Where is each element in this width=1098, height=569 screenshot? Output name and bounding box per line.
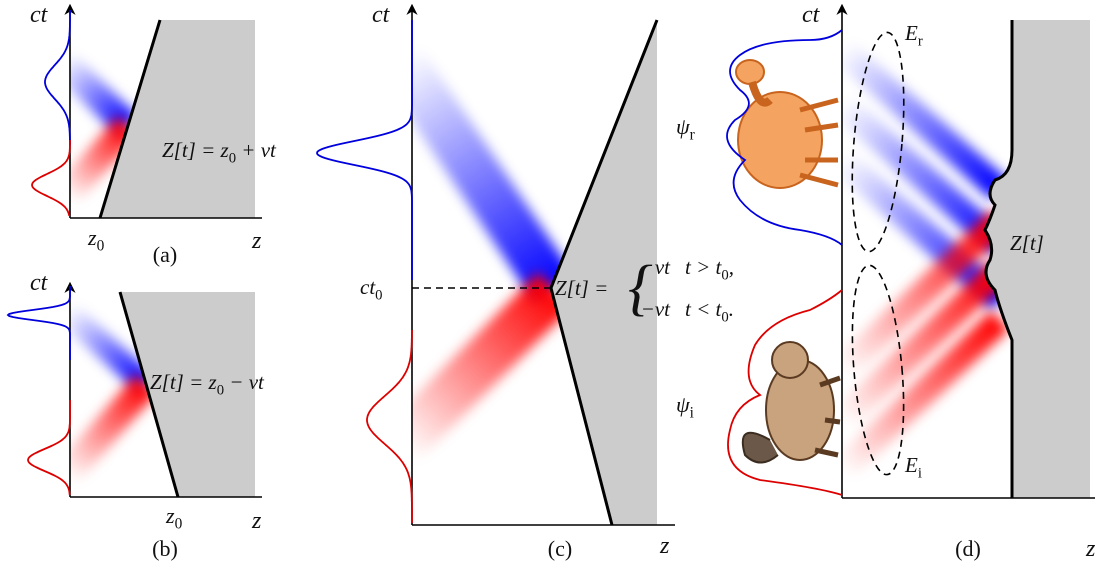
label: ct: [30, 2, 49, 28]
text-run: ct: [802, 2, 821, 28]
label: vt: [655, 255, 671, 279]
label: z0: [87, 225, 105, 255]
beam: [400, 290, 555, 445]
text-run: Z[t] = z: [162, 138, 229, 162]
text-run: z: [87, 225, 97, 250]
subscript: r: [918, 33, 923, 49]
text-run: z: [1085, 536, 1096, 562]
text-run: t < t: [685, 297, 723, 321]
label: (c): [548, 536, 572, 561]
subscript: i: [918, 465, 922, 481]
subscript: i: [690, 405, 694, 422]
text-run: z: [659, 533, 670, 559]
profile: [367, 330, 412, 523]
text-run: + vt: [236, 138, 277, 162]
text-run: E: [904, 453, 918, 477]
profile: [32, 140, 70, 216]
subscript: r: [690, 127, 695, 144]
camel-illustration: [736, 60, 838, 188]
figure: ctzz0(a)Z[t] = z0 + vtctzz0(b)Z[t] = z0 …: [0, 0, 1098, 564]
label: Ei: [904, 453, 922, 481]
beam-band: [400, 290, 555, 445]
text-run: ψ: [676, 392, 690, 417]
cat-illustration: [743, 342, 840, 463]
label: (a): [153, 242, 177, 267]
subscript: 0: [175, 516, 183, 533]
subscript: 0: [721, 267, 728, 283]
label: z0: [165, 503, 183, 533]
text-run: −vt: [641, 297, 671, 321]
label: ψr: [676, 114, 695, 144]
label: t < t0.: [685, 297, 734, 325]
text-run: ct: [30, 2, 49, 28]
text-run: Z[t] = z: [150, 370, 217, 394]
text-run: ,: [729, 255, 734, 279]
text-run: ψ: [676, 114, 690, 139]
text-run: E: [904, 21, 918, 45]
mirror-region: [985, 20, 1090, 498]
text-run: ct: [30, 270, 49, 296]
label: ψi: [676, 392, 694, 422]
text-run: .: [729, 297, 734, 321]
text-run: z: [251, 508, 262, 534]
text-run: (c): [548, 536, 572, 561]
label: ct: [802, 2, 821, 28]
label: −vt: [641, 297, 671, 321]
text-run: (a): [153, 242, 177, 267]
beam: [66, 384, 146, 475]
label: z: [659, 533, 670, 559]
label: z: [251, 508, 262, 534]
label: ct0: [360, 275, 383, 303]
text-run: z: [251, 228, 262, 254]
beam-band: [62, 62, 128, 126]
label: z: [1085, 536, 1096, 562]
subscript: 0: [229, 150, 236, 166]
label: ct: [372, 2, 391, 28]
subscript: 0: [721, 309, 728, 325]
label: (d): [955, 536, 981, 561]
label: ct: [30, 270, 49, 296]
subscript: 0: [375, 287, 382, 303]
label: Z[t]: [1010, 231, 1044, 255]
label: z: [251, 228, 262, 254]
text-run: ct: [372, 2, 391, 28]
beam-band: [400, 60, 555, 290]
text-run: (b): [152, 536, 178, 561]
text-run: Z[t]: [1010, 231, 1044, 255]
profile: [8, 286, 70, 360]
label: Z[t] =: [555, 276, 608, 300]
label: (b): [152, 536, 178, 561]
text-run: t > t: [685, 255, 723, 279]
subscript: 0: [97, 238, 105, 255]
text-run: z: [165, 503, 175, 528]
text-run: vt: [655, 255, 671, 279]
label: Er: [904, 21, 923, 49]
text-run: Z[t] =: [555, 276, 608, 300]
text-run: − vt: [224, 370, 265, 394]
beam-band: [66, 384, 146, 475]
label: t > t0,: [685, 255, 734, 283]
profile: [45, 10, 70, 145]
profile: [317, 20, 412, 280]
profile: [28, 400, 70, 495]
subscript: 0: [217, 382, 224, 398]
beam: [62, 62, 128, 126]
beam: [400, 60, 555, 290]
text-run: (d): [955, 536, 981, 561]
page: {"panels": [ {"y_label": "ct", "x_label"…: [0, 0, 1098, 564]
text-run: ct: [360, 275, 376, 299]
